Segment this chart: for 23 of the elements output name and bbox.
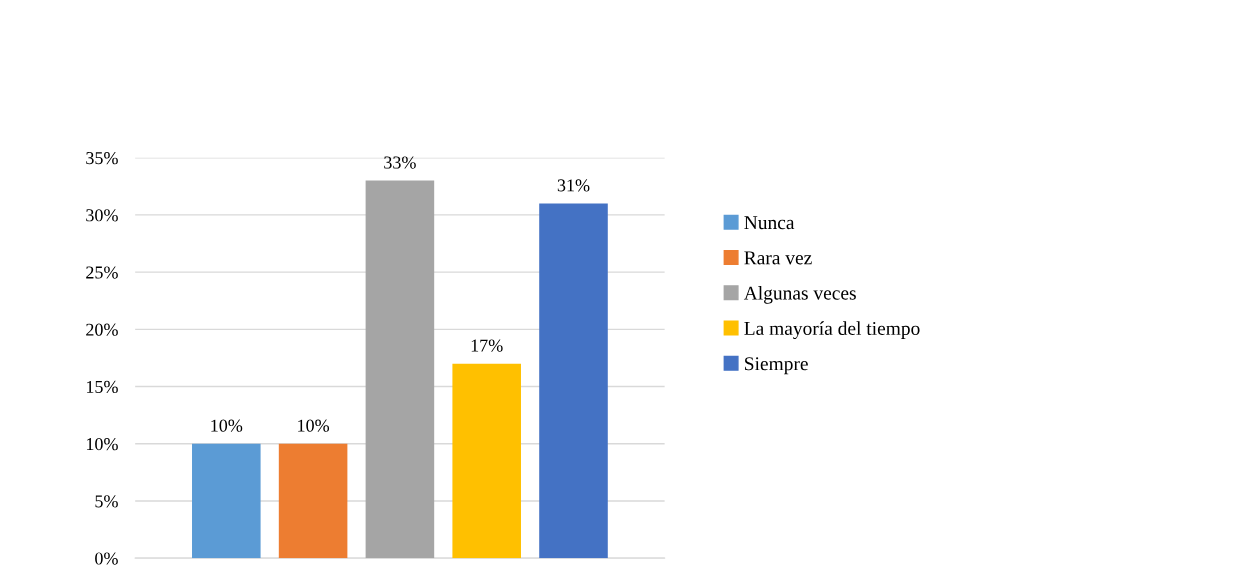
legend-label: Algunas veces bbox=[743, 286, 856, 304]
y-tick-label: 25% bbox=[86, 266, 118, 279]
data-label: 10% bbox=[211, 419, 243, 432]
legend-label: Rara vez bbox=[744, 251, 812, 265]
y-tick-label: 0% bbox=[95, 552, 118, 565]
bar bbox=[365, 180, 435, 559]
data-label: 10% bbox=[298, 419, 330, 432]
y-tick-label: 20% bbox=[86, 323, 118, 336]
y-tick-label: 30% bbox=[86, 209, 118, 222]
y-tick-label: 15% bbox=[86, 380, 118, 394]
bar bbox=[539, 203, 608, 559]
legend-label: La mayoría del tiempo bbox=[744, 321, 920, 339]
y-tick-label: 10% bbox=[86, 437, 118, 451]
bar bbox=[278, 443, 348, 559]
data-label: 33% bbox=[384, 156, 416, 169]
legend-label: Nunca bbox=[744, 216, 795, 230]
y-tick-label: 5% bbox=[95, 495, 118, 508]
y-tick-label: 35% bbox=[86, 151, 118, 165]
bar bbox=[452, 363, 521, 559]
data-label: 17% bbox=[471, 339, 503, 352]
data-label: 31% bbox=[557, 179, 590, 192]
legend-label: Siempre bbox=[745, 357, 808, 375]
bar bbox=[192, 443, 261, 559]
